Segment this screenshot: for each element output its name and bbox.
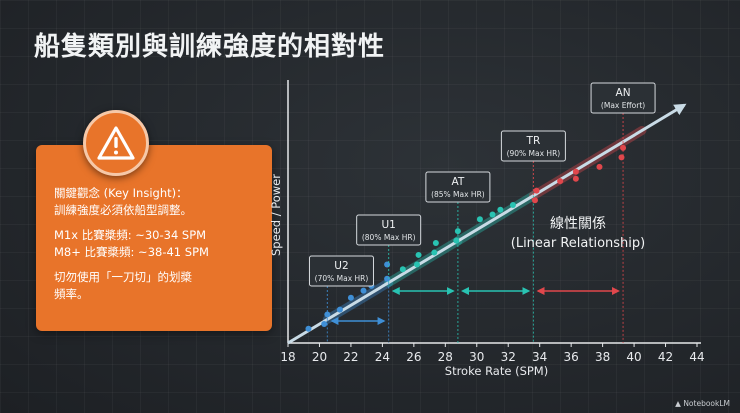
data-point [453,237,460,244]
data-point [360,287,367,294]
zone-sublabel-tr: (90% Max HR) [507,149,561,158]
insight-note-line1: 切勿使用「一刀切」的划槳 [54,270,192,284]
insight-heading-text: 關鍵觀念 (Key Insight)： [54,186,188,200]
data-point [384,261,391,268]
zone-sublabel-u1: (80% Max HR) [362,233,416,242]
zone-label-u2: U2 [334,260,348,272]
zone-label-u1: U1 [381,219,395,231]
data-point [497,206,504,213]
data-point [413,261,420,268]
data-point [572,175,579,182]
x-tick-label: 34 [532,350,547,364]
zone-sublabel-an: (Max Effort) [601,101,645,110]
footer-text: NotebookLM [683,399,730,408]
data-point [336,306,343,313]
x-tick-label: 20 [312,350,327,364]
zone-box-u1 [356,214,422,246]
zone-label-an: AN [616,87,631,99]
data-point [415,251,422,258]
warning-badge [83,110,149,176]
data-point [347,294,354,301]
insight-heading: 關鍵觀念 (Key Insight)： 訓練強度必須依船型調整。 [54,185,256,219]
x-tick-label: 32 [501,350,516,364]
warning-icon [97,126,135,160]
data-point [509,201,516,208]
relationship-sublabel: (Linear Relationship) [511,236,645,251]
insight-body-text: 訓練強度必須依船型調整。 [54,203,192,217]
y-axis-label: Speed / Power [269,174,283,256]
data-point [432,240,439,247]
data-point [431,249,438,256]
insight-m8-rate: M8+ 比賽槳頻: ~38-41 SPM [54,245,209,259]
data-point [399,266,406,273]
zone-label-at: AT [451,176,464,188]
insight-note-line2: 頻率。 [54,287,89,301]
x-tick-label: 30 [469,350,484,364]
data-point [620,144,627,151]
data-point [572,168,579,175]
key-insight-card: 關鍵觀念 (Key Insight)： 訓練強度必須依船型調整。 M1x 比賽槳… [36,145,272,331]
x-tick-label: 42 [658,350,673,364]
insight-note: 切勿使用「一刀切」的划槳 頻率。 [54,269,256,303]
x-tick-label: 24 [375,350,390,364]
x-tick-label: 38 [595,350,610,364]
x-axis-label: Stroke Rate (SPM) [445,364,548,378]
relationship-label: 線性關係 [550,216,606,232]
zone-box-an [590,82,656,114]
insight-rates: M1x 比賽槳頻: ~30-34 SPM M8+ 比賽槳頻: ~38-41 SP… [54,227,256,261]
x-tick-label: 26 [406,350,421,364]
x-tick-label: 36 [564,350,579,364]
data-point [557,178,564,185]
data-point [305,325,312,332]
data-point [618,154,625,161]
x-tick-label: 40 [626,350,641,364]
footer-brand: ▲ NotebookLM [675,399,730,408]
data-point [531,197,538,204]
data-point [321,320,328,327]
trend-line [287,103,687,345]
notebooklm-logo-icon: ▲ [675,399,681,408]
data-point [596,163,603,170]
zone-sublabel-at: (85% Max HR) [431,190,485,199]
insight-m1x-rate: M1x 比賽槳頻: ~30-34 SPM [54,228,207,242]
zone-sublabel-u2: (70% Max HR) [315,274,369,283]
zone-box-tr [500,130,566,162]
x-tick-label: 18 [280,350,295,364]
data-point [489,211,496,218]
page-title: 船隻類別與訓練強度的相對性 [34,32,386,62]
zone-label-tr: TR [526,135,541,147]
x-tick-label: 44 [689,350,704,364]
zone-box-u2 [308,255,374,287]
data-point [476,216,483,223]
x-tick-label: 28 [438,350,453,364]
data-point [384,275,391,282]
x-tick-label: 22 [343,350,358,364]
zone-box-at [425,171,491,203]
data-point [533,187,540,194]
